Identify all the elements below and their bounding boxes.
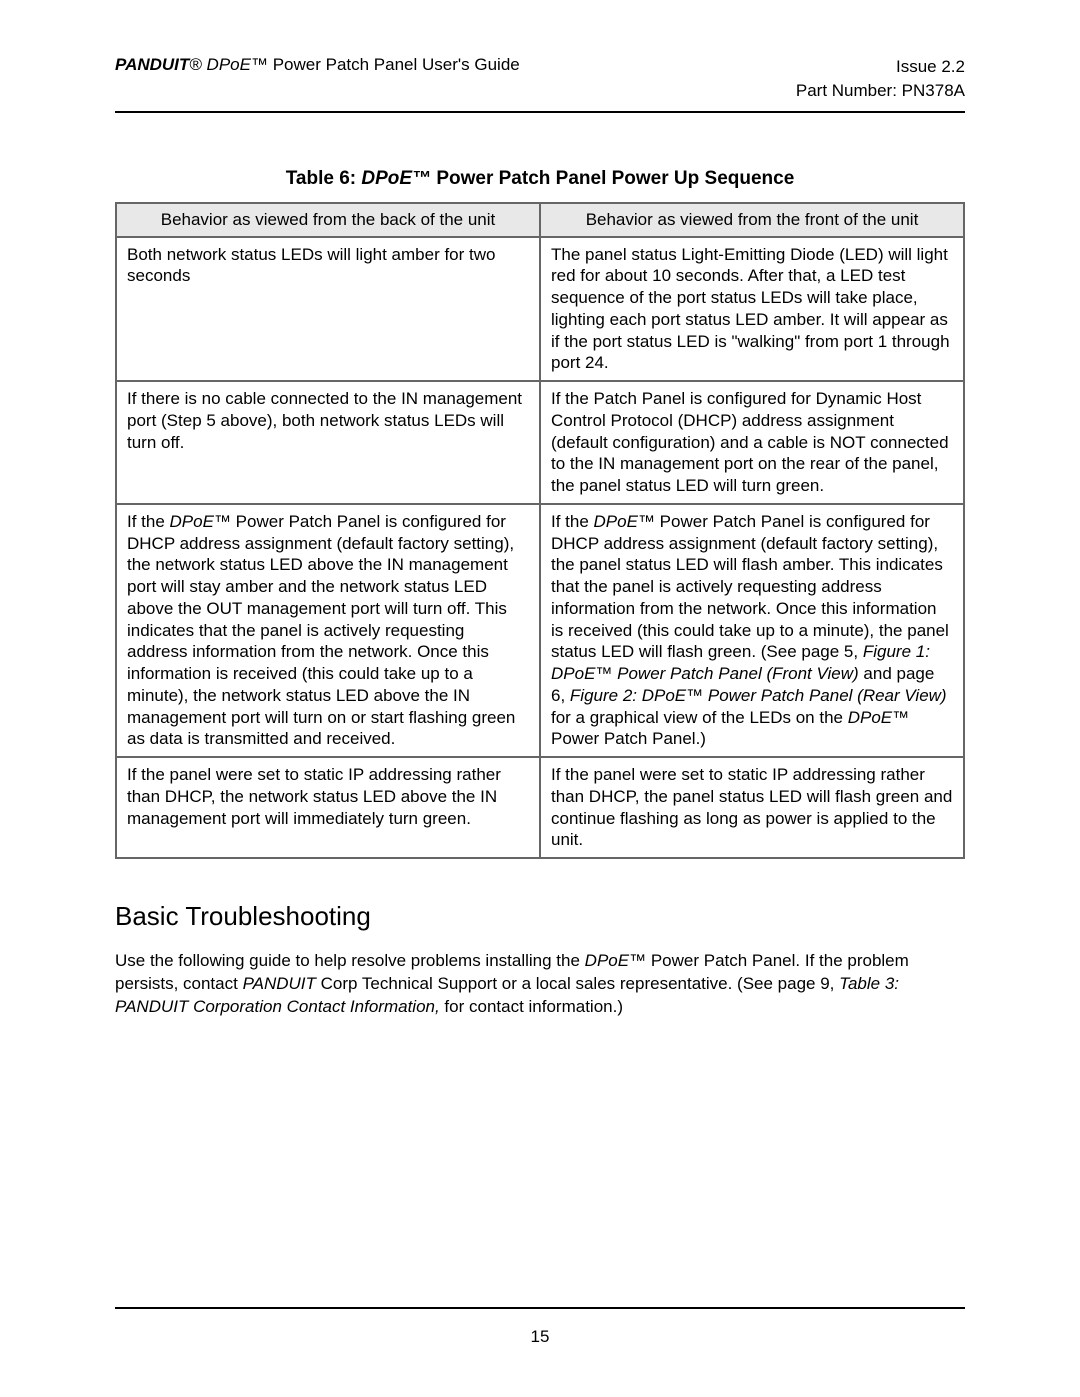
header-right: Issue 2.2 Part Number: PN378A <box>796 55 965 103</box>
table-row: If the panel were set to static IP addre… <box>116 757 964 858</box>
table-row: Both network status LEDs will light ambe… <box>116 237 964 382</box>
cell-front: The panel status Light-Emitting Diode (L… <box>540 237 964 382</box>
body-paragraph: Use the following guide to help resolve … <box>115 950 965 1019</box>
table-header-row: Behavior as viewed from the back of the … <box>116 203 964 237</box>
cell-back: If the DPoE™ Power Patch Panel is config… <box>116 504 540 757</box>
page-number: 15 <box>115 1327 965 1347</box>
table-row: If the DPoE™ Power Patch Panel is config… <box>116 504 964 757</box>
cell-front: If the panel were set to static IP addre… <box>540 757 964 858</box>
issue-number: Issue 2.2 <box>796 55 965 79</box>
cell-front: If the DPoE™ Power Patch Panel is config… <box>540 504 964 757</box>
caption-prefix: Table 6: <box>286 168 362 189</box>
section-heading: Basic Troubleshooting <box>115 901 965 932</box>
caption-rest: Power Patch Panel Power Up Sequence <box>431 168 794 189</box>
header-rule <box>115 111 965 113</box>
caption-product: DPoE™ <box>361 168 431 189</box>
product-name: DPoE™ <box>202 55 268 74</box>
registered-mark: ® <box>189 55 202 74</box>
table-row: If there is no cable connected to the IN… <box>116 381 964 504</box>
page-footer: 15 <box>115 1307 965 1347</box>
header-left: PANDUIT® DPoE™ Power Patch Panel User's … <box>115 55 520 75</box>
cell-back: If there is no cable connected to the IN… <box>116 381 540 504</box>
cell-front: If the Patch Panel is configured for Dyn… <box>540 381 964 504</box>
power-up-sequence-table: Behavior as viewed from the back of the … <box>115 202 965 860</box>
cell-back: Both network status LEDs will light ambe… <box>116 237 540 382</box>
part-number: Part Number: PN378A <box>796 79 965 103</box>
page-header: PANDUIT® DPoE™ Power Patch Panel User's … <box>115 55 965 103</box>
column-header-front: Behavior as viewed from the front of the… <box>540 203 964 237</box>
table-caption: Table 6: DPoE™ Power Patch Panel Power U… <box>115 168 965 190</box>
footer-rule <box>115 1307 965 1309</box>
doc-title: Power Patch Panel User's Guide <box>268 55 520 74</box>
brand-name: PANDUIT <box>115 55 189 74</box>
column-header-back: Behavior as viewed from the back of the … <box>116 203 540 237</box>
cell-back: If the panel were set to static IP addre… <box>116 757 540 858</box>
